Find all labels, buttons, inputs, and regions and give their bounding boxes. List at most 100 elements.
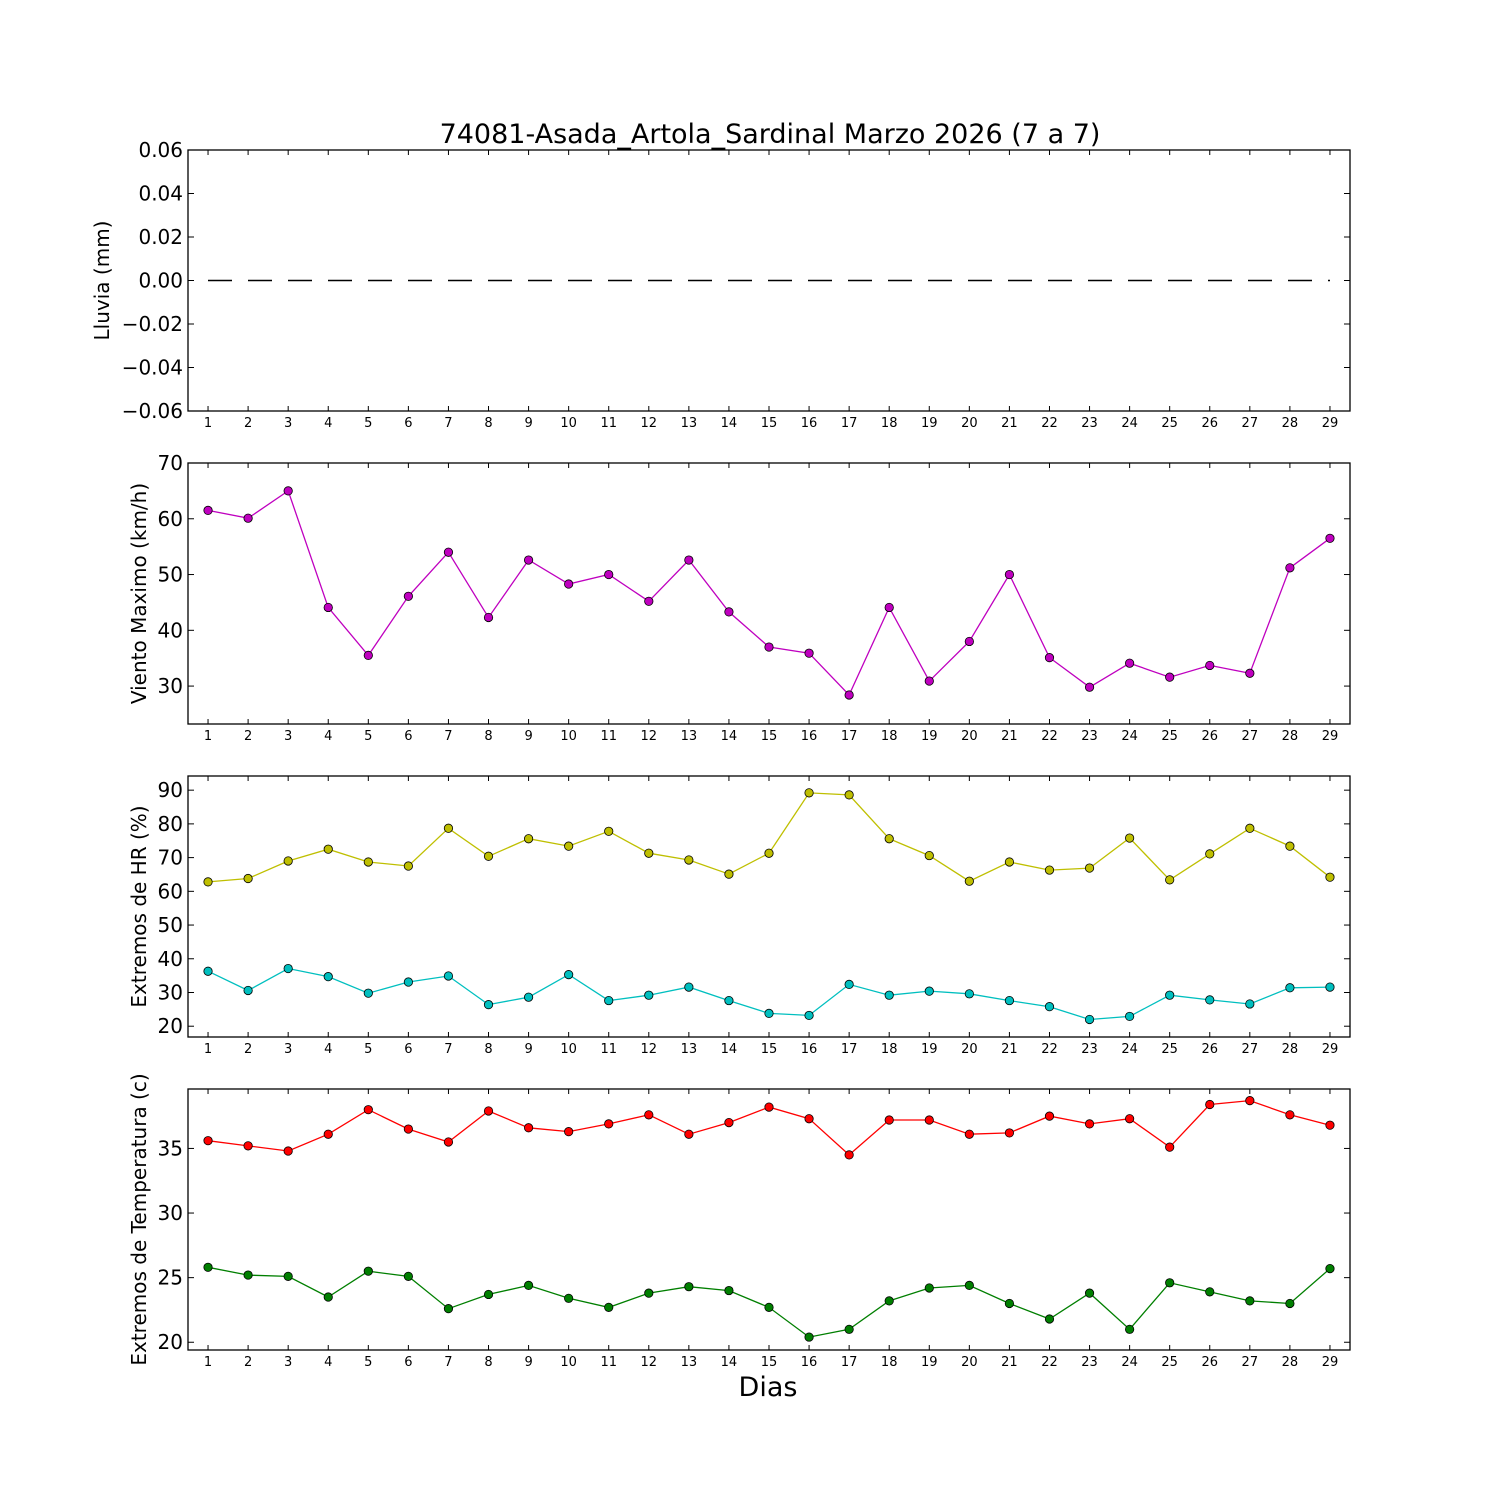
data-point	[1285, 1110, 1295, 1120]
data-point	[283, 963, 293, 974]
data-point	[1084, 1288, 1095, 1298]
data-point	[443, 971, 454, 981]
data-point	[1004, 857, 1015, 867]
data-point	[1044, 1111, 1055, 1121]
x-tick-label: 22	[1041, 416, 1058, 431]
data-point	[323, 602, 333, 613]
x-tick-label: 23	[1081, 1042, 1098, 1057]
data-point	[604, 1302, 614, 1312]
data-point	[604, 569, 614, 580]
y-tick-label: 0.04	[138, 182, 183, 206]
data-point	[844, 790, 854, 800]
x-tick-label: 14	[721, 1355, 738, 1370]
data-point	[1125, 1114, 1135, 1124]
y-tick-label: 30	[158, 980, 183, 1004]
data-point	[1084, 1119, 1095, 1129]
data-point	[884, 1296, 894, 1306]
data-point	[724, 607, 734, 617]
y-tick-label: 60	[158, 879, 183, 903]
x-tick-label: 13	[681, 729, 698, 744]
data-point	[1245, 1296, 1255, 1306]
data-point	[1245, 823, 1255, 833]
data-point	[243, 513, 253, 523]
data-point	[564, 841, 574, 851]
x-tick-label: 27	[1242, 1355, 1259, 1370]
data-point	[564, 1127, 574, 1137]
data-point	[323, 844, 333, 854]
data-point	[1285, 841, 1295, 851]
x-tick-label: 6	[404, 1355, 412, 1370]
x-tick-label: 8	[484, 416, 492, 431]
series-1	[203, 788, 1335, 887]
series-line	[207, 792, 1331, 883]
data-point	[1044, 1314, 1055, 1324]
x-tick-label: 20	[961, 1355, 978, 1370]
data-point	[1165, 990, 1175, 1000]
y-tick-label: −0.02	[122, 312, 183, 336]
data-point	[1084, 682, 1095, 692]
data-point	[684, 1129, 694, 1139]
data-point	[1044, 653, 1055, 663]
data-point	[523, 1280, 534, 1290]
x-tick-label: 22	[1041, 1042, 1058, 1057]
x-tick-label: 18	[881, 416, 898, 431]
data-point	[644, 1288, 654, 1298]
x-tick-label: 4	[324, 416, 332, 431]
x-tick-label: 2	[244, 1355, 252, 1370]
x-tick-label: 3	[284, 1355, 292, 1370]
series-2	[203, 1262, 1335, 1342]
data-point	[924, 676, 934, 686]
x-tick-label: 9	[524, 729, 532, 744]
data-point	[443, 547, 454, 557]
data-point	[884, 834, 894, 844]
x-tick-label: 6	[404, 416, 412, 431]
data-point	[644, 1110, 654, 1120]
x-tick-label: 27	[1242, 729, 1259, 744]
data-point	[1325, 533, 1335, 543]
data-point	[283, 856, 293, 866]
data-point	[1165, 1278, 1175, 1288]
x-tick-label: 24	[1121, 1042, 1138, 1057]
x-tick-label: 21	[1001, 1042, 1018, 1057]
data-point	[523, 834, 534, 844]
data-point	[1084, 863, 1095, 873]
data-point	[203, 966, 213, 976]
x-tick-label: 9	[524, 1042, 532, 1057]
data-point	[684, 1282, 694, 1292]
x-tick-label: 17	[841, 416, 858, 431]
data-point	[1285, 1298, 1295, 1309]
x-tick-label: 25	[1161, 416, 1178, 431]
x-tick-label: 5	[364, 729, 372, 744]
x-tick-label: 3	[284, 1042, 292, 1057]
data-point	[1004, 569, 1015, 580]
data-point	[323, 972, 333, 982]
data-point	[884, 1115, 894, 1125]
x-tick-label: 18	[881, 729, 898, 744]
x-tick-label: 14	[721, 729, 738, 744]
x-tick-label: 5	[364, 1042, 372, 1057]
data-point	[243, 1270, 253, 1280]
x-tick-label: 11	[600, 729, 617, 744]
x-tick-label: 28	[1282, 1042, 1299, 1057]
x-tick-label: 15	[761, 416, 778, 431]
data-point	[1325, 982, 1335, 992]
data-point	[1044, 1002, 1055, 1012]
x-tick-label: 23	[1081, 1355, 1098, 1370]
x-tick-label: 7	[444, 416, 452, 431]
data-point	[1125, 833, 1135, 843]
data-point	[363, 1105, 373, 1115]
panel-1: 1 2 3 4 5 6 7 8 9 10 11 12 13 14 15 16 17 18 19 20 21 22 23 24 2…	[90, 138, 1351, 431]
panel-3: 1 2 3 4 5 6 7 8 9 10 11 12 13 14 15 16 17 18 19 20 21 22 23 24 2…	[127, 775, 1351, 1057]
plot-frame	[187, 462, 1351, 725]
data-point	[924, 986, 934, 996]
data-point	[1205, 995, 1215, 1005]
data-point	[764, 1008, 774, 1018]
data-point	[523, 555, 534, 565]
data-point	[844, 690, 854, 700]
x-tick-label: 8	[484, 729, 492, 744]
x-tick-label: 11	[600, 416, 617, 431]
x-tick-label: 10	[560, 1042, 577, 1057]
data-point	[483, 851, 494, 861]
y-tick-label: 25	[158, 1266, 183, 1290]
x-tick-label: 18	[881, 1355, 898, 1370]
